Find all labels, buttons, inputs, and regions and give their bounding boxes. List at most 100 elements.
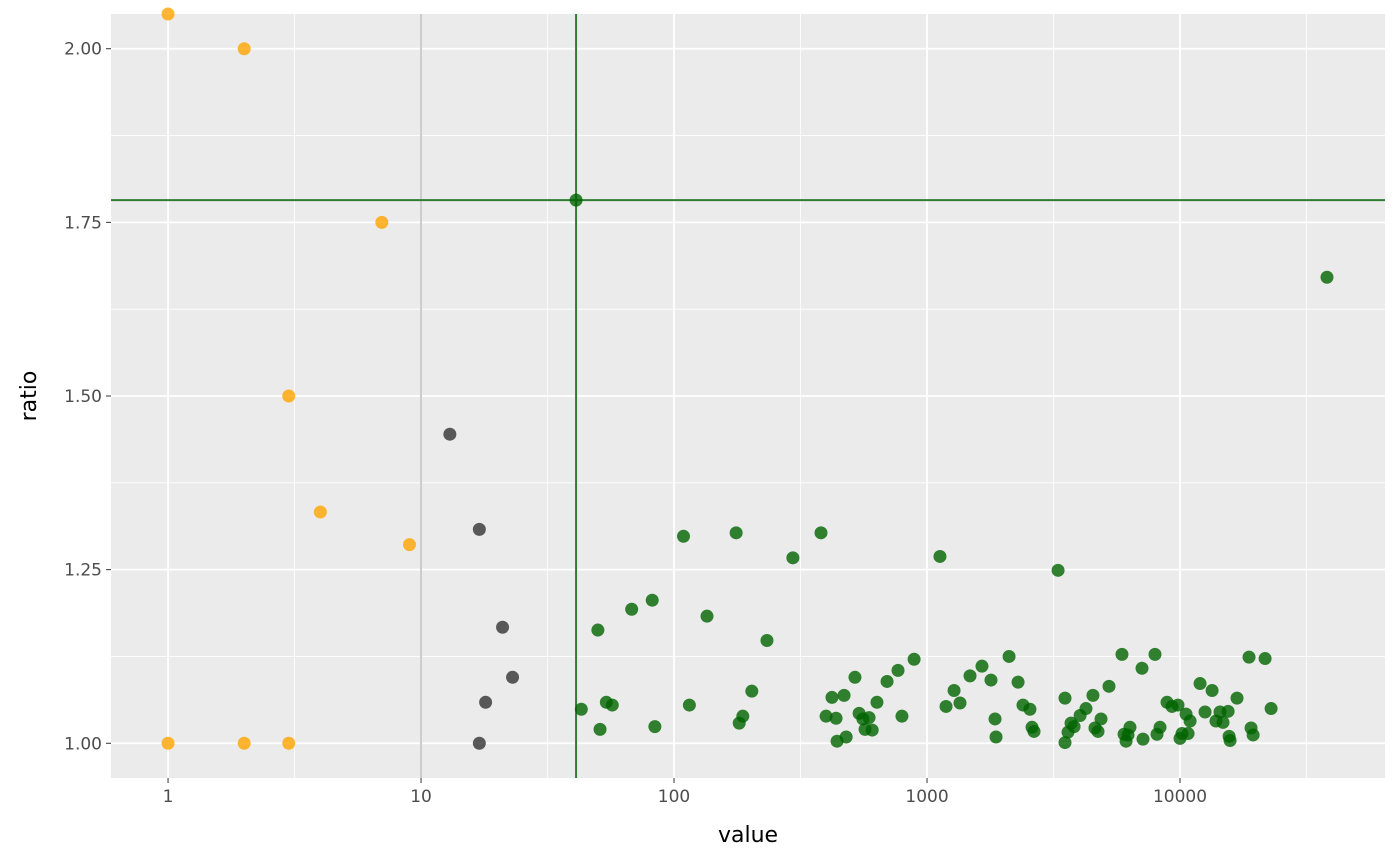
y-axis-title: ratio [17, 371, 42, 422]
point [1198, 705, 1212, 719]
point [975, 659, 989, 673]
point [591, 623, 605, 637]
point [1094, 712, 1108, 726]
point [472, 736, 486, 750]
point [479, 695, 493, 709]
point [907, 652, 921, 666]
point [161, 7, 175, 21]
point [819, 709, 833, 723]
point [1058, 691, 1072, 705]
point [736, 709, 750, 723]
point [880, 674, 894, 688]
point [963, 669, 977, 683]
point [676, 529, 690, 543]
y-tick-label: 1.00 [64, 734, 102, 754]
point [865, 723, 879, 737]
point [870, 695, 884, 709]
point [988, 712, 1002, 726]
point [1148, 647, 1162, 661]
y-tick-label: 1.75 [64, 213, 102, 233]
point [645, 593, 659, 607]
point [1136, 732, 1150, 746]
point [1246, 728, 1260, 742]
point [574, 702, 588, 716]
point [375, 215, 389, 229]
y-tick-label: 2.00 [64, 40, 102, 60]
point [282, 736, 296, 750]
point [729, 526, 743, 540]
point [953, 696, 967, 710]
point [1258, 652, 1272, 666]
point [829, 711, 843, 725]
point [933, 549, 947, 563]
point [1067, 720, 1081, 734]
point [569, 193, 583, 207]
point [648, 720, 662, 734]
point [682, 698, 696, 712]
point [1002, 649, 1016, 663]
point [814, 526, 828, 540]
x-tick-label: 1000 [905, 787, 948, 807]
point [1221, 704, 1235, 718]
point [593, 722, 607, 736]
point [443, 427, 457, 441]
y-tick-label: 1.25 [64, 561, 102, 581]
point [939, 699, 953, 713]
point [313, 505, 327, 519]
point [825, 690, 839, 704]
x-tick-label: 1 [163, 787, 174, 807]
point [745, 684, 759, 698]
point [839, 730, 853, 744]
point [1183, 714, 1197, 728]
point [984, 673, 998, 687]
point [237, 736, 251, 750]
x-tick-label: 10 [410, 787, 432, 807]
point [1023, 702, 1037, 716]
point [895, 709, 909, 723]
point [1123, 720, 1137, 734]
point [237, 42, 251, 56]
point [1242, 650, 1256, 664]
point [1171, 698, 1185, 712]
point [1058, 736, 1072, 750]
point [1091, 724, 1105, 738]
point [605, 698, 619, 712]
point [700, 609, 714, 623]
point [1320, 270, 1334, 284]
point [989, 730, 1003, 744]
point [848, 670, 862, 684]
point [891, 663, 905, 677]
point [760, 633, 774, 647]
x-axis-title: value [718, 823, 778, 848]
point [1135, 661, 1149, 675]
point [625, 602, 639, 616]
point [837, 688, 851, 702]
point [1153, 720, 1167, 734]
point [1181, 727, 1195, 741]
point [402, 538, 416, 552]
point [1193, 677, 1207, 691]
y-tick-label: 1.50 [64, 387, 102, 407]
point [1102, 679, 1116, 693]
point [161, 736, 175, 750]
point [1115, 647, 1129, 661]
point [1011, 675, 1025, 689]
point [1205, 683, 1219, 697]
point [947, 683, 961, 697]
point [506, 670, 520, 684]
point [1079, 702, 1093, 716]
point [472, 522, 486, 536]
point [1086, 688, 1100, 702]
point [1230, 691, 1244, 705]
point [1223, 733, 1237, 747]
point [1051, 563, 1065, 577]
x-tick-label: 100 [658, 787, 690, 807]
point [786, 551, 800, 565]
point [1264, 702, 1278, 716]
point [282, 389, 296, 403]
x-tick-label: 10000 [1153, 787, 1207, 807]
point [1216, 715, 1230, 729]
point [496, 620, 510, 634]
point [862, 711, 876, 725]
